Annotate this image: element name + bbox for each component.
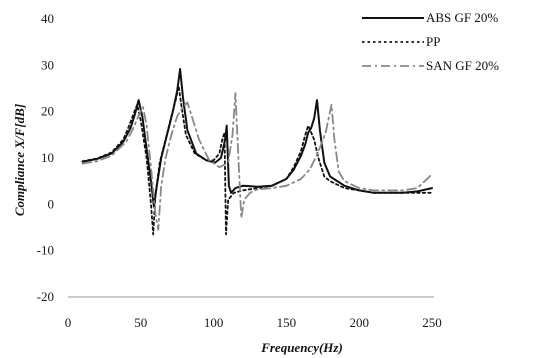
y-tick-label: -10 xyxy=(37,243,54,258)
x-axis-title: Frequency(Hz) xyxy=(260,340,343,355)
legend-label: SAN GF 20% xyxy=(426,58,499,73)
y-tick-label: 20 xyxy=(41,104,54,119)
series-line-2 xyxy=(81,85,433,236)
legend-label: PP xyxy=(426,34,440,49)
series-line-1 xyxy=(81,68,433,208)
plot-series xyxy=(81,68,433,236)
x-tick-label: 250 xyxy=(422,315,442,330)
x-tick-label: 0 xyxy=(65,315,72,330)
y-tick-labels: -20 -10 0 10 20 30 40 xyxy=(37,11,54,304)
y-tick-label: 40 xyxy=(41,11,54,26)
legend: ABS GF 20% PP SAN GF 20% xyxy=(362,10,499,73)
legend-label: ABS GF 20% xyxy=(426,10,498,25)
y-axis-title: Compliance X/F[dB] xyxy=(12,104,27,216)
y-tick-label: 0 xyxy=(48,196,55,211)
y-tick-label: 30 xyxy=(41,57,54,72)
x-tick-label: 200 xyxy=(349,315,369,330)
x-tick-label: 150 xyxy=(277,315,297,330)
x-tick-label: 100 xyxy=(204,315,224,330)
x-tick-labels: 0 50 100 150 200 250 xyxy=(65,315,442,330)
x-tick-label: 50 xyxy=(134,315,147,330)
series-line-3 xyxy=(81,92,433,231)
y-tick-label: 10 xyxy=(41,150,54,165)
y-tick-label: -20 xyxy=(37,289,54,304)
